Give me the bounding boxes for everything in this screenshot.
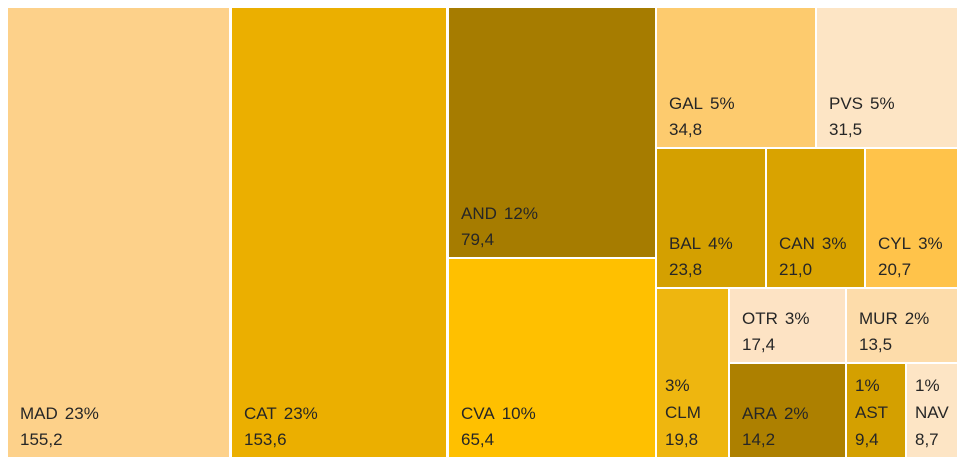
- tile: [657, 8, 815, 147]
- share-label: 23%: [65, 404, 99, 423]
- label: CVA 10%: [461, 404, 536, 423]
- category-label: CYL: [878, 234, 911, 253]
- label: ARA 2%: [742, 404, 809, 423]
- label: MUR 2%: [859, 309, 929, 328]
- share-label: 1%: [855, 376, 880, 395]
- share-label: 3%: [822, 234, 847, 253]
- category-label: CLM: [665, 403, 701, 422]
- share-label: 23%: [284, 404, 318, 423]
- label: MAD 23%: [20, 404, 99, 423]
- category-label: MUR: [859, 309, 898, 328]
- share-label: 5%: [870, 94, 895, 113]
- label: OTR 3%: [742, 309, 809, 328]
- share-label: 2%: [784, 404, 809, 423]
- share-label: 5%: [710, 94, 735, 113]
- value-label: 31,5: [829, 120, 862, 139]
- tile: [8, 8, 229, 457]
- category-label: ARA: [742, 404, 778, 423]
- value-label: 19,8: [665, 430, 698, 449]
- category-label: CAN: [779, 234, 815, 253]
- tile: [657, 149, 765, 287]
- category-label: GAL: [669, 94, 703, 113]
- value-label: 8,7: [915, 430, 939, 449]
- value-label: 9,4: [855, 430, 879, 449]
- category-label: CAT: [244, 404, 277, 423]
- value-label: 79,4: [461, 230, 494, 249]
- value-label: 155,2: [20, 430, 63, 449]
- label: CAT 23%: [244, 404, 318, 423]
- share-label: 2%: [905, 309, 930, 328]
- share-label: 4%: [708, 234, 733, 253]
- share-label: 3%: [918, 234, 943, 253]
- value-label: 13,5: [859, 335, 892, 354]
- category-label: CVA: [461, 404, 495, 423]
- value-label: 20,7: [878, 260, 911, 279]
- tile: [730, 289, 845, 362]
- category-label: BAL: [669, 234, 701, 253]
- tile: [847, 364, 905, 457]
- tile: [767, 149, 864, 287]
- tile: [817, 8, 957, 147]
- value-label: 14,2: [742, 430, 775, 449]
- tile: [449, 8, 655, 257]
- label: GAL 5%: [669, 94, 735, 113]
- share-label: 3%: [785, 309, 810, 328]
- share-label: 3%: [665, 376, 690, 395]
- label: CAN 3%: [779, 234, 846, 253]
- value-label: 23,8: [669, 260, 702, 279]
- label: BAL 4%: [669, 234, 733, 253]
- category-label: NAV: [915, 403, 949, 422]
- category-label: AST: [855, 403, 888, 422]
- tile: [449, 259, 655, 457]
- label: PVS 5%: [829, 94, 895, 113]
- category-label: MAD: [20, 404, 58, 423]
- share-label: 12%: [504, 204, 538, 223]
- value-label: 21,0: [779, 260, 812, 279]
- tile: [907, 364, 957, 457]
- label: CYL 3%: [878, 234, 943, 253]
- tile: [232, 8, 446, 457]
- tile: [657, 289, 728, 457]
- value-label: 17,4: [742, 335, 775, 354]
- value-label: 34,8: [669, 120, 702, 139]
- category-label: OTR: [742, 309, 778, 328]
- tile: [730, 364, 845, 457]
- value-label: 65,4: [461, 430, 494, 449]
- share-label: 10%: [502, 404, 536, 423]
- tile: [866, 149, 957, 287]
- category-label: PVS: [829, 94, 863, 113]
- category-label: AND: [461, 204, 497, 223]
- label: AND 12%: [461, 204, 538, 223]
- tile: [847, 289, 957, 362]
- share-label: 1%: [915, 376, 940, 395]
- value-label: 153,6: [244, 430, 287, 449]
